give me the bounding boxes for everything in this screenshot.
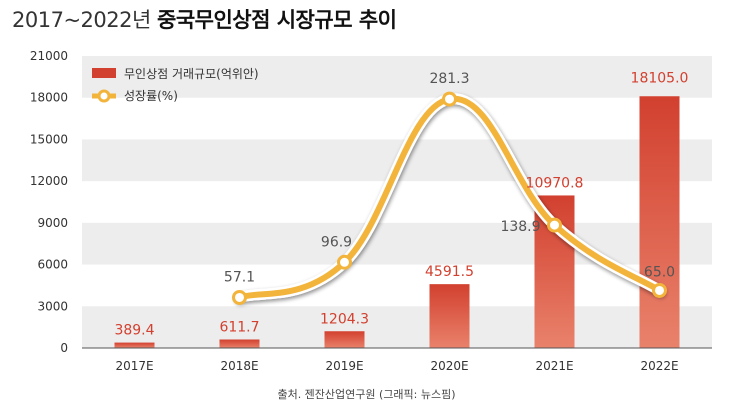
bar xyxy=(639,96,680,348)
legend: 무인상점 거래규모(억위안) 성장률(%) xyxy=(92,67,259,103)
y-tick-label: 12000 xyxy=(30,174,68,188)
bar xyxy=(114,342,155,348)
line-marker xyxy=(652,282,667,298)
line-label: 281.3 xyxy=(429,71,469,87)
legend-line-marker xyxy=(97,89,111,103)
legend-bar-swatch xyxy=(92,68,116,78)
bar-label: 4591.5 xyxy=(425,264,474,280)
line-label: 138.9 xyxy=(500,219,540,235)
y-tick-label: 3000 xyxy=(37,299,68,313)
y-axis-ticks: 0 3000 6000 9000 12000 15000 18000 21000 xyxy=(30,49,68,355)
grid-band xyxy=(82,306,712,348)
legend-bar-label: 무인상점 거래규모(억위안) xyxy=(124,67,259,81)
line-label: 57.1 xyxy=(224,269,255,285)
x-tick-label: 2018E xyxy=(220,359,258,373)
bar xyxy=(429,284,470,348)
y-tick-label: 0 xyxy=(60,341,68,355)
line-marker xyxy=(232,289,247,305)
bar-labels: 389.4 611.7 1204.3 4591.5 10970.8 18105.0 xyxy=(114,70,688,338)
line-labels: 57.1 96.9 281.3 138.9 65.0 xyxy=(224,71,675,285)
bar-label: 611.7 xyxy=(219,319,259,335)
bar-label: 10970.8 xyxy=(526,175,584,191)
y-tick-label: 9000 xyxy=(37,216,68,230)
bar xyxy=(219,339,260,348)
bar-label: 389.4 xyxy=(114,323,154,339)
x-tick-label: 2021E xyxy=(535,359,573,373)
line-marker xyxy=(442,91,457,107)
x-tick-label: 2019E xyxy=(325,359,363,373)
title-main: 중국무인상점 시장규모 추이 xyxy=(157,8,397,32)
line-label: 96.9 xyxy=(321,234,352,250)
y-tick-label: 21000 xyxy=(30,49,68,63)
chart-title: 2017~2022년 중국무인상점 시장규모 추이 xyxy=(12,4,397,34)
y-tick-label: 15000 xyxy=(30,132,68,146)
grid-band xyxy=(82,56,712,98)
line-marker xyxy=(337,254,352,270)
legend-line-label: 성장률(%) xyxy=(124,89,178,103)
x-tick-label: 2020E xyxy=(430,359,468,373)
line-label: 65.0 xyxy=(644,264,675,280)
x-tick-label: 2022E xyxy=(640,359,678,373)
title-years: 2017~2022년 xyxy=(12,8,151,32)
line-marker xyxy=(547,217,562,233)
bar xyxy=(324,331,365,348)
bar-label: 1204.3 xyxy=(320,311,369,327)
x-tick-label: 2017E xyxy=(115,359,153,373)
source-caption: 출처. 젠잔산업연구원 (그래픽: 뉴스핌) xyxy=(277,388,456,401)
bar-label: 18105.0 xyxy=(631,70,689,86)
x-axis-ticks: 2017E 2018E 2019E 2020E 2021E 2022E xyxy=(115,359,678,373)
line-series xyxy=(232,91,667,305)
y-tick-label: 6000 xyxy=(37,258,68,272)
grid-band xyxy=(82,222,712,265)
y-tick-label: 18000 xyxy=(30,91,68,105)
